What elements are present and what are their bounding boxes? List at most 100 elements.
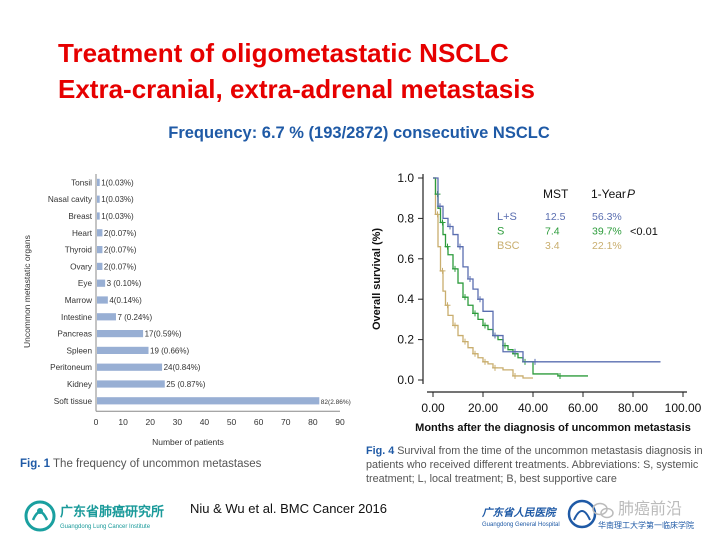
bar-x-tick-label: 20 <box>145 417 155 427</box>
bar-x-tick-label: 40 <box>200 417 210 427</box>
bar <box>97 330 144 338</box>
km-table-header: MST <box>543 187 569 201</box>
bar <box>97 229 103 237</box>
km-censor-mark <box>467 276 473 282</box>
institute-logo-text: 广东省肺癌研究所 <box>60 504 164 519</box>
bar-x-tick-label: 10 <box>118 417 128 427</box>
km-table-header: 1-Year <box>591 187 626 201</box>
bar-category-label: Pancreas <box>57 330 92 339</box>
bar-category-label: Peritoneum <box>50 363 92 372</box>
km-x-tick-label: 100.00 <box>665 401 702 415</box>
survival-curve-chart: 0.0 0.2 0.4 0.6 0.8 1.0 0.00 20.00 40.00 60.00 80.… <box>371 171 702 434</box>
km-curve-bsc <box>433 177 533 379</box>
bar-data-label: 7 (0.24%) <box>117 313 152 322</box>
bar-data-label: 1(0.03%) <box>101 212 134 221</box>
bar-data-label: 2(0.07%) <box>104 229 137 238</box>
bar <box>97 178 100 186</box>
km-censor-mark <box>462 294 468 301</box>
km-censor-mark <box>477 296 483 303</box>
bar-category-label: Breast <box>68 212 92 221</box>
km-legend-one-year: 39.7% <box>592 226 622 238</box>
km-legend-name: L+S <box>497 211 517 223</box>
km-censor-mark <box>472 310 478 317</box>
km-censor-mark <box>482 322 488 329</box>
km-y-tick-label: 0.4 <box>397 292 414 306</box>
bar <box>97 262 103 270</box>
km-curve-l-s <box>433 177 661 363</box>
km-legend-mst: 3.4 <box>545 240 560 252</box>
bar-x-tick-label: 0 <box>94 417 99 427</box>
bar <box>97 380 165 388</box>
bar-data-label: 2(0.07%) <box>104 246 137 255</box>
bar-x-tick-label: 60 <box>254 417 264 427</box>
km-legend-one-year: 22.1% <box>592 240 622 252</box>
km-x-tick-label: 20.00 <box>468 401 498 415</box>
bar-category-label: Ovary <box>70 262 93 271</box>
bar-y-axis-label: Uncommon metastatic organs <box>22 235 32 348</box>
bar-x-tick-label: 30 <box>173 417 183 427</box>
bar-data-label: 24(0.84%) <box>164 363 201 372</box>
km-legend-name: S <box>497 226 504 238</box>
km-censor-mark <box>557 372 563 379</box>
fig4-caption-label: Fig. 4 <box>366 445 395 457</box>
bar <box>97 313 116 321</box>
km-legend-name: BSC <box>497 240 520 252</box>
fig1-caption-label: Fig. 1 <box>20 458 51 470</box>
km-censor-mark <box>439 267 446 274</box>
bar-data-label: 25 (0.87%) <box>166 380 205 389</box>
bar-data-label: 82(2.86%) <box>321 399 351 406</box>
km-censor-mark <box>447 223 453 230</box>
km-x-tick-label: 80.00 <box>618 401 648 415</box>
bar-category-label: Soft tissue <box>54 397 93 406</box>
km-censor-mark <box>512 372 518 379</box>
fig1-caption-text: The frequency of uncommon metastases <box>53 458 262 470</box>
km-censor-mark <box>444 302 451 309</box>
km-censor-mark <box>512 348 518 355</box>
bar <box>97 246 103 254</box>
bar <box>97 212 100 220</box>
km-legend-mst: 12.5 <box>545 211 566 223</box>
km-legend-mst: 7.4 <box>545 226 560 238</box>
bar-data-label: 19 (0.66%) <box>150 346 189 355</box>
km-x-tick-label: 60.00 <box>568 401 598 415</box>
bar-category-label: Heart <box>72 229 93 238</box>
km-censor-mark <box>492 364 498 371</box>
institute-logo-subtext: Guangdong Lung Cancer Institute <box>60 524 151 530</box>
km-y-tick-label: 0.2 <box>397 333 414 347</box>
km-y-tick-label: 1.0 <box>397 171 414 185</box>
citation: Niu & Wu et al. BMC Cancer 2016 <box>190 501 388 516</box>
bar-data-label: 2(0.07%) <box>104 262 137 271</box>
bar-category-label: Kidney <box>67 380 93 389</box>
bar <box>97 296 108 304</box>
bar <box>97 279 106 287</box>
bar-category-label: Thyroid <box>65 246 93 255</box>
fig1-caption: Fig. 1 The frequency of uncommon metasta… <box>20 458 261 470</box>
km-y-axis-label: Overall survival (%) <box>371 228 383 330</box>
institute-logo <box>24 500 56 532</box>
km-censor-mark <box>482 358 488 365</box>
km-censor-mark <box>444 243 451 250</box>
slide-title-line2: Extra-cranial, extra-adrenal metastasis <box>58 74 535 104</box>
km-censor-mark <box>452 322 458 329</box>
bar-category-label: Eye <box>78 279 93 288</box>
bar <box>97 195 100 203</box>
km-legend-one-year: 56.3% <box>592 211 622 223</box>
wechat-icon <box>592 502 614 519</box>
bar <box>97 363 163 371</box>
fig4-caption: Fig. 4 Survival from the time of the unc… <box>366 444 706 486</box>
bar <box>97 346 149 354</box>
bar-x-axis-label: Number of patients <box>152 437 224 447</box>
km-censor-mark <box>462 338 468 345</box>
km-x-axis-label: Months after the diagnosis of uncommon m… <box>415 422 691 434</box>
bar-data-label: 17(0.59%) <box>145 330 182 339</box>
watermark-text: 肺癌前沿 <box>618 500 682 518</box>
bar-category-label: Marrow <box>65 296 92 305</box>
bar-x-tick-label: 50 <box>227 417 237 427</box>
bar-category-label: Tonsil <box>71 178 92 187</box>
hospital-logo-subtext: Guangdong General Hospital <box>482 522 560 528</box>
bar-x-tick-label: 70 <box>281 417 291 427</box>
km-censor-mark <box>457 243 463 250</box>
km-y-tick-label: 0.6 <box>397 252 414 266</box>
bar-x-tick-label: 90 <box>335 417 345 427</box>
bar-data-label: 1(0.03%) <box>101 178 134 187</box>
